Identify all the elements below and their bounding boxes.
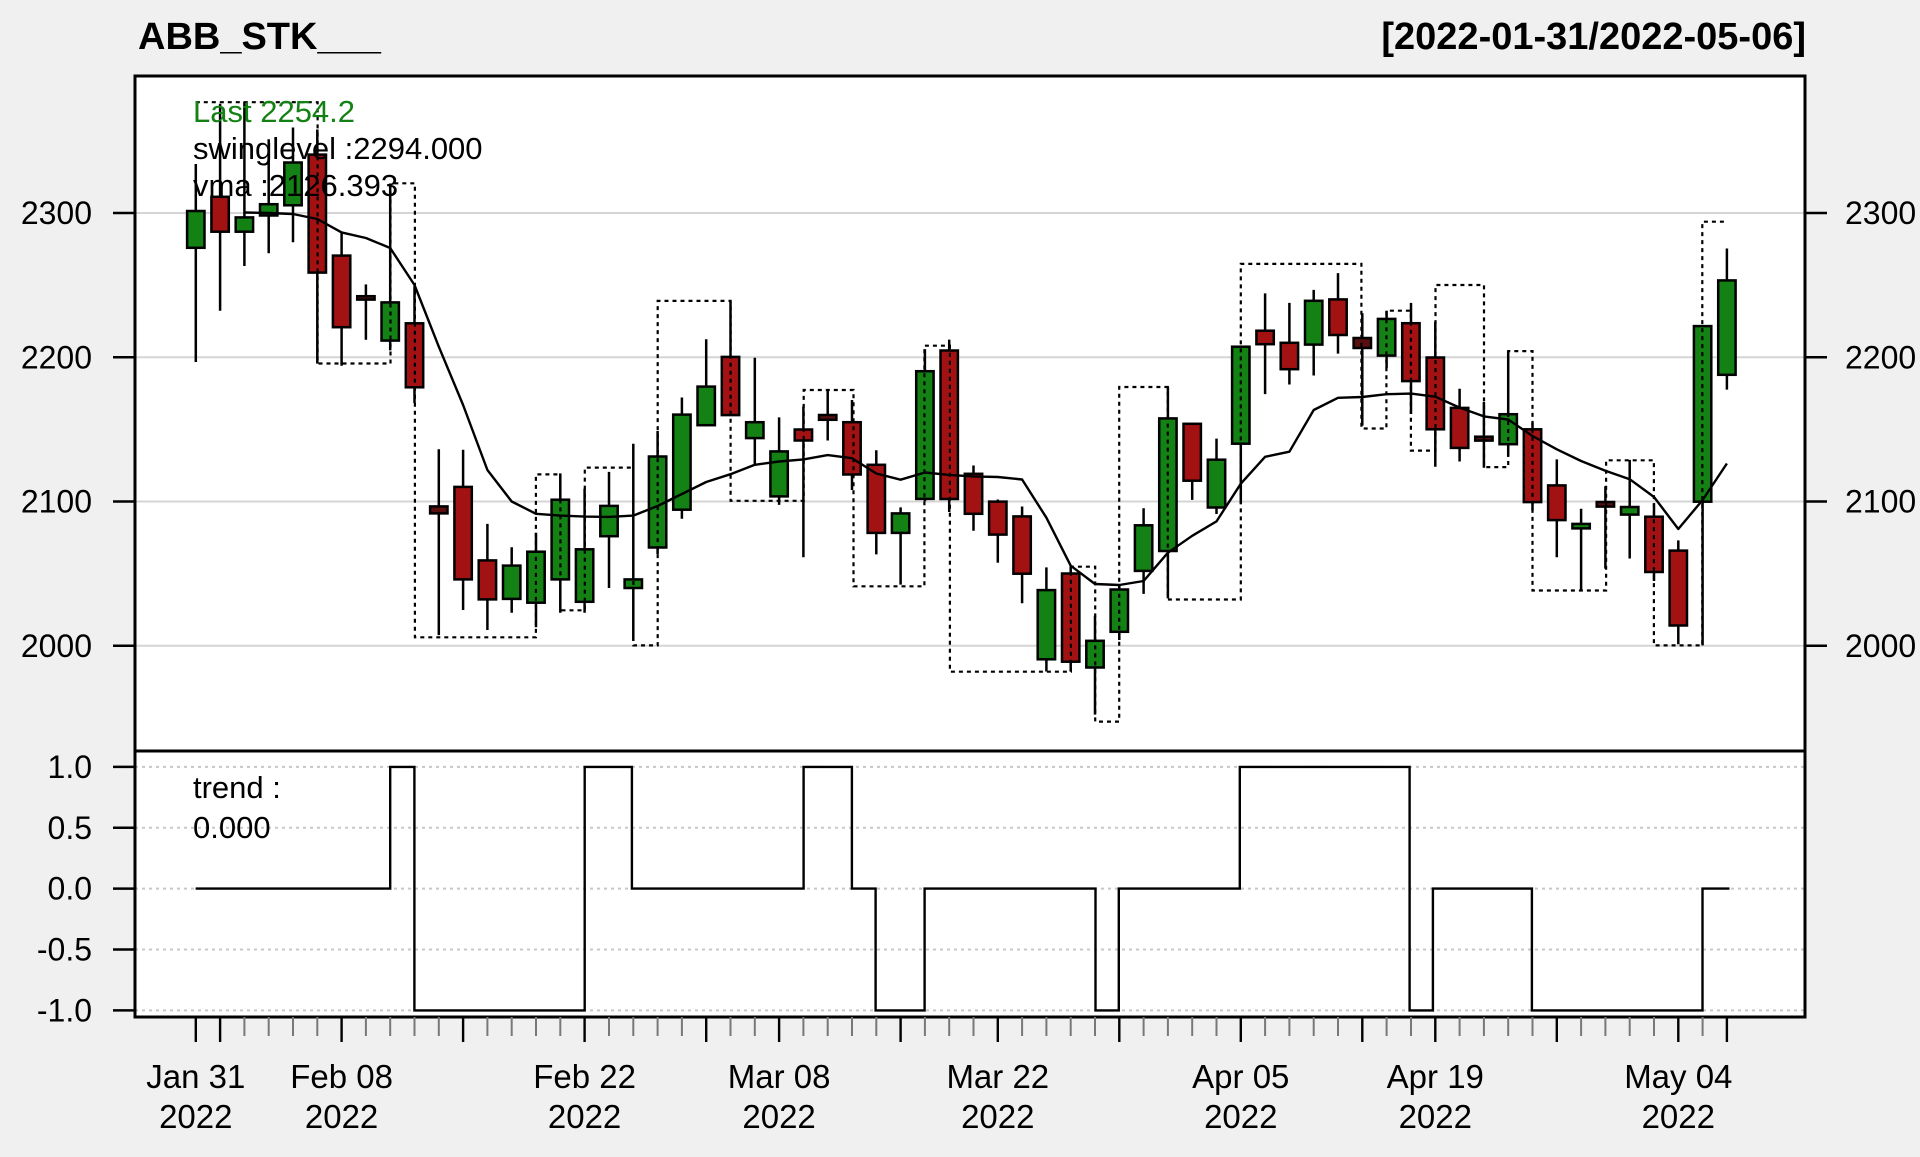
svg-text:2022: 2022 [548, 1098, 621, 1135]
svg-text:0.0: 0.0 [48, 871, 92, 907]
svg-text:Last 2254.2: Last 2254.2 [193, 94, 355, 129]
svg-text:2022: 2022 [159, 1098, 232, 1135]
svg-text:2022: 2022 [1204, 1098, 1277, 1135]
svg-text:2022: 2022 [961, 1098, 1034, 1135]
svg-text:2100: 2100 [1845, 484, 1916, 520]
svg-text:2022: 2022 [1399, 1098, 1472, 1135]
svg-text:[2022-01-31/2022-05-06]: [2022-01-31/2022-05-06] [1381, 16, 1806, 58]
svg-text:2100: 2100 [21, 484, 92, 520]
svg-text:2022: 2022 [305, 1098, 378, 1135]
svg-text:2300: 2300 [1845, 195, 1916, 231]
svg-text:Jan 31: Jan 31 [146, 1058, 245, 1095]
svg-text:vma :2126.393: vma :2126.393 [193, 168, 398, 203]
svg-text:Mar 22: Mar 22 [946, 1058, 1049, 1095]
svg-text:2200: 2200 [1845, 339, 1916, 375]
svg-text:Apr 19: Apr 19 [1387, 1058, 1484, 1095]
svg-text:2000: 2000 [1845, 628, 1916, 664]
svg-text:2200: 2200 [21, 339, 92, 375]
svg-text:Apr 05: Apr 05 [1192, 1058, 1289, 1095]
svg-text:-0.5: -0.5 [37, 932, 92, 968]
svg-text:swinglevel :2294.000: swinglevel :2294.000 [193, 131, 483, 166]
svg-text:2300: 2300 [21, 195, 92, 231]
svg-text:ABB_STK___: ABB_STK___ [138, 16, 382, 58]
svg-text:0.5: 0.5 [48, 810, 92, 846]
svg-text:Mar 08: Mar 08 [728, 1058, 831, 1095]
svg-text:Feb 22: Feb 22 [533, 1058, 636, 1095]
svg-text:-1.0: -1.0 [37, 992, 92, 1028]
svg-text:0.000: 0.000 [193, 810, 271, 845]
svg-text:2000: 2000 [21, 628, 92, 664]
svg-text:May 04: May 04 [1624, 1058, 1732, 1095]
svg-text:trend :: trend : [193, 770, 281, 805]
svg-text:2022: 2022 [1642, 1098, 1715, 1135]
svg-text:Feb 08: Feb 08 [290, 1058, 393, 1095]
svg-text:2022: 2022 [742, 1098, 815, 1135]
svg-text:1.0: 1.0 [48, 749, 92, 785]
